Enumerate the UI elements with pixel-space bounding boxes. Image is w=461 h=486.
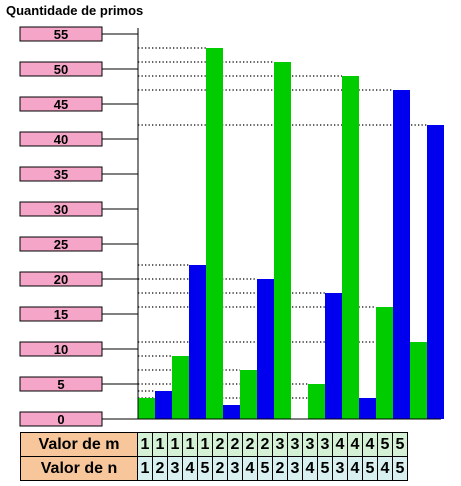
bar-blue [155,391,172,419]
bar-green [410,342,427,419]
n-value-cell: 5 [257,456,273,481]
y-tick-label: 0 [57,412,64,427]
y-tick-label: 45 [54,97,68,112]
m-value-cell: 2 [257,432,273,457]
bar-green [376,307,393,419]
m-value-cell: 1 [197,432,213,457]
m-value-cell: 3 [317,432,333,457]
bar-blue [257,279,274,419]
m-value-cell: 1 [167,432,183,457]
m-value-cell: 5 [377,432,393,457]
n-value-cell: 5 [317,456,333,481]
bars [138,48,444,419]
y-tick: 30 [19,201,138,217]
m-value-cell: 3 [287,432,303,457]
y-tick: 40 [19,131,138,147]
n-value-cell: 5 [392,456,408,481]
m-value-cell: 5 [392,432,408,457]
bar-green [342,76,359,419]
y-tick-label: 50 [54,62,68,77]
n-value-cell: 2 [152,456,168,481]
bar-green [240,370,257,419]
m-value-cell: 3 [302,432,318,457]
m-value-cell: 2 [242,432,258,457]
n-row-label: Valor de n [20,456,138,481]
bar-green [172,356,189,419]
y-tick-label: 20 [54,272,68,287]
y-tick: 55 [19,26,138,42]
m-value-cell: 1 [182,432,198,457]
m-value-cell: 4 [347,432,363,457]
y-tick-label: 30 [54,202,68,217]
n-value-cell: 4 [242,456,258,481]
y-tick: 20 [19,271,138,287]
n-value-cell: 1 [137,456,153,481]
m-value-cell: 2 [227,432,243,457]
n-value-cell: 5 [197,456,213,481]
y-tick-label: 5 [57,377,64,392]
bar-blue [223,405,240,419]
n-value-cell: 4 [377,456,393,481]
y-tick: 50 [19,61,138,77]
m-value-cell: 3 [272,432,288,457]
y-tick: 25 [19,236,138,252]
bar-blue [359,398,376,419]
bar-blue [189,265,206,419]
y-tick: 10 [19,341,138,357]
y-tick-label: 10 [54,342,68,357]
chart-title: Quantidade de primos [6,3,144,18]
y-tick-label: 55 [54,27,68,42]
y-tick-label: 15 [54,307,68,322]
bar-blue [325,293,342,419]
n-value-cell: 4 [347,456,363,481]
n-value-cell: 2 [212,456,228,481]
m-value-cell: 1 [152,432,168,457]
bar-green [308,384,325,419]
n-value-cell: 2 [272,456,288,481]
y-tick-label: 25 [54,237,68,252]
n-value-cell: 5 [362,456,378,481]
y-tick-label: 40 [54,132,68,147]
y-tick-label: 35 [54,167,68,182]
bar-green [206,48,223,419]
y-tick: 5 [19,376,138,392]
n-value-cell: 3 [332,456,348,481]
m-value-cell: 4 [332,432,348,457]
y-tick: 15 [19,306,138,322]
y-tick: 0 [19,411,138,427]
m-value-cell: 4 [362,432,378,457]
bar-green [274,62,291,419]
bar-blue [393,90,410,419]
n-value-cell: 4 [302,456,318,481]
y-tick: 45 [19,96,138,112]
y-tick: 35 [19,166,138,182]
bar-green [138,398,155,419]
m-row-label: Valor de m [20,432,138,457]
bar-blue [427,125,444,419]
n-value-cell: 3 [167,456,183,481]
n-value-cell: 3 [227,456,243,481]
m-value-cell: 1 [137,432,153,457]
n-value-cell: 3 [287,456,303,481]
m-value-cell: 2 [212,432,228,457]
n-value-cell: 4 [182,456,198,481]
